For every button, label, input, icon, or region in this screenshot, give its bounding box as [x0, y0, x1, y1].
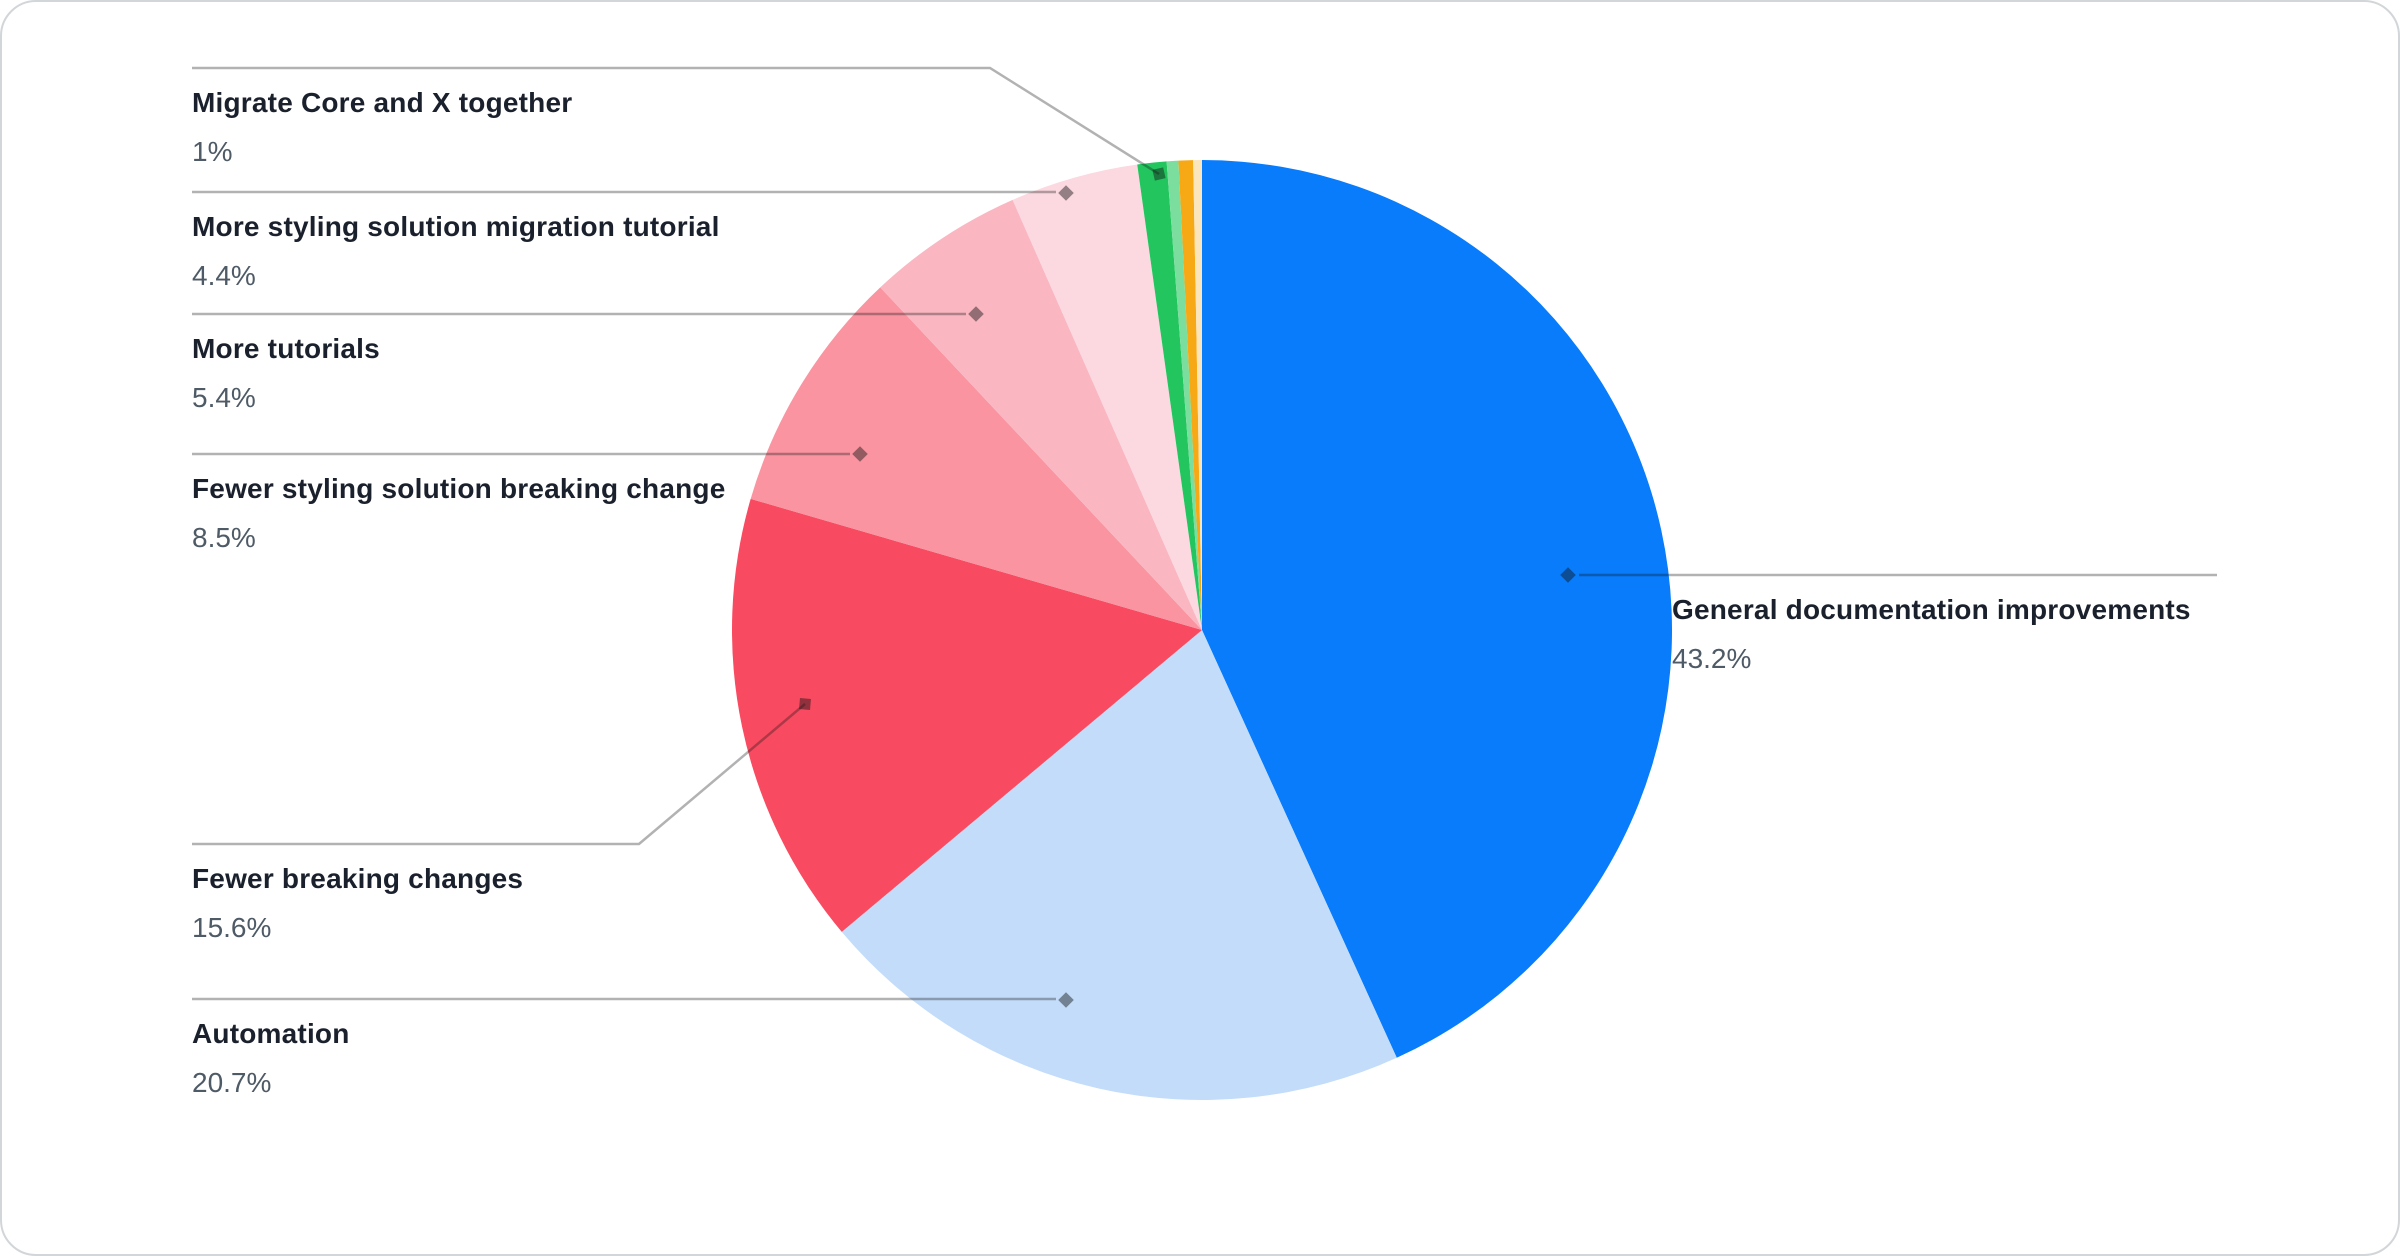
callout-automation: Automation 20.7%: [192, 1018, 350, 1099]
pie-slice-migrate-core-and-x-together[interactable]: [1137, 161, 1202, 630]
slice-percentage: 43.2%: [1672, 643, 1752, 674]
leader-marker: [1560, 567, 1576, 583]
slice-label: More styling solution migration tutorial: [192, 211, 720, 242]
leader-marker: [1152, 167, 1166, 181]
slice-percentage: 4.4%: [192, 260, 256, 291]
callout-more-styling-solution-migration-tutorial: More styling solution migration tutorial…: [192, 211, 720, 292]
pie-slice-general-documentation-improvements[interactable]: [1202, 160, 1673, 1058]
pie-slice-unlabeled-7[interactable]: [1166, 160, 1202, 630]
callout-fewer-breaking-changes: Fewer breaking changes 15.6%: [192, 863, 523, 944]
pie-slice-fewer-breaking-changes[interactable]: [731, 498, 1202, 932]
slice-label: Migrate Core and X together: [192, 87, 573, 118]
leader-line: [192, 66, 1160, 176]
slice-percentage: 1%: [192, 136, 233, 167]
pie-slice-automation[interactable]: [841, 630, 1397, 1101]
leader-marker: [1058, 185, 1074, 201]
pie-slice-unlabeled-8[interactable]: [1178, 160, 1202, 630]
pie-slice-unlabeled-9[interactable]: [1193, 159, 1202, 631]
pie-slice-more-styling-solution-migration-tutorial[interactable]: [1012, 164, 1202, 631]
slice-label: Fewer breaking changes: [192, 863, 524, 894]
slice-percentage: 5.4%: [192, 382, 256, 413]
leader-marker: [1058, 992, 1074, 1008]
pie-slice-fewer-styling-solution-breaking-change[interactable]: [750, 287, 1202, 630]
slice-label: General documentation improvements: [1672, 594, 2191, 625]
callout-general-documentation-improvements: General documentation improvements 43.2%: [1672, 594, 2191, 675]
callout-migrate-core-and-x-together: Migrate Core and X together 1%: [192, 87, 572, 168]
slice-percentage: 15.6%: [192, 912, 272, 943]
leader-line: [192, 703, 806, 846]
slice-label: Automation: [192, 1018, 350, 1049]
slice-label: Fewer styling solution breaking change: [192, 473, 726, 504]
leader-marker: [799, 698, 811, 710]
slice-label: More tutorials: [192, 333, 380, 364]
pie-slice-more-tutorials[interactable]: [880, 199, 1202, 630]
slice-percentage: 20.7%: [192, 1067, 272, 1098]
callout-more-tutorials: More tutorials 5.4%: [192, 333, 380, 414]
slice-percentage: 8.5%: [192, 522, 256, 553]
callout-fewer-styling-solution-breaking-change: Fewer styling solution breaking change 8…: [192, 473, 725, 554]
